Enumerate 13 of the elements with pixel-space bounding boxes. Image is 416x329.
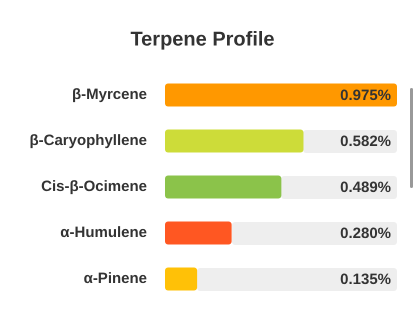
data-label: 0.135% — [340, 271, 391, 288]
y-tick-label: α-Pinene — [84, 270, 147, 288]
y-tick-label: β-Myrcene — [72, 86, 147, 104]
y-tick-label: α-Humulene — [60, 224, 147, 242]
data-label: 0.582% — [340, 133, 391, 150]
y-tick-label: β-Caryophyllene — [29, 132, 147, 150]
data-label: 0.975% — [340, 87, 391, 104]
y-tick-label: Cis-β-Ocimene — [41, 178, 147, 196]
bar — [165, 268, 198, 290]
data-label: 0.280% — [340, 225, 391, 242]
bar — [165, 84, 397, 106]
data-label: 0.489% — [340, 179, 391, 196]
chart-title: Terpene Profile — [130, 28, 275, 51]
